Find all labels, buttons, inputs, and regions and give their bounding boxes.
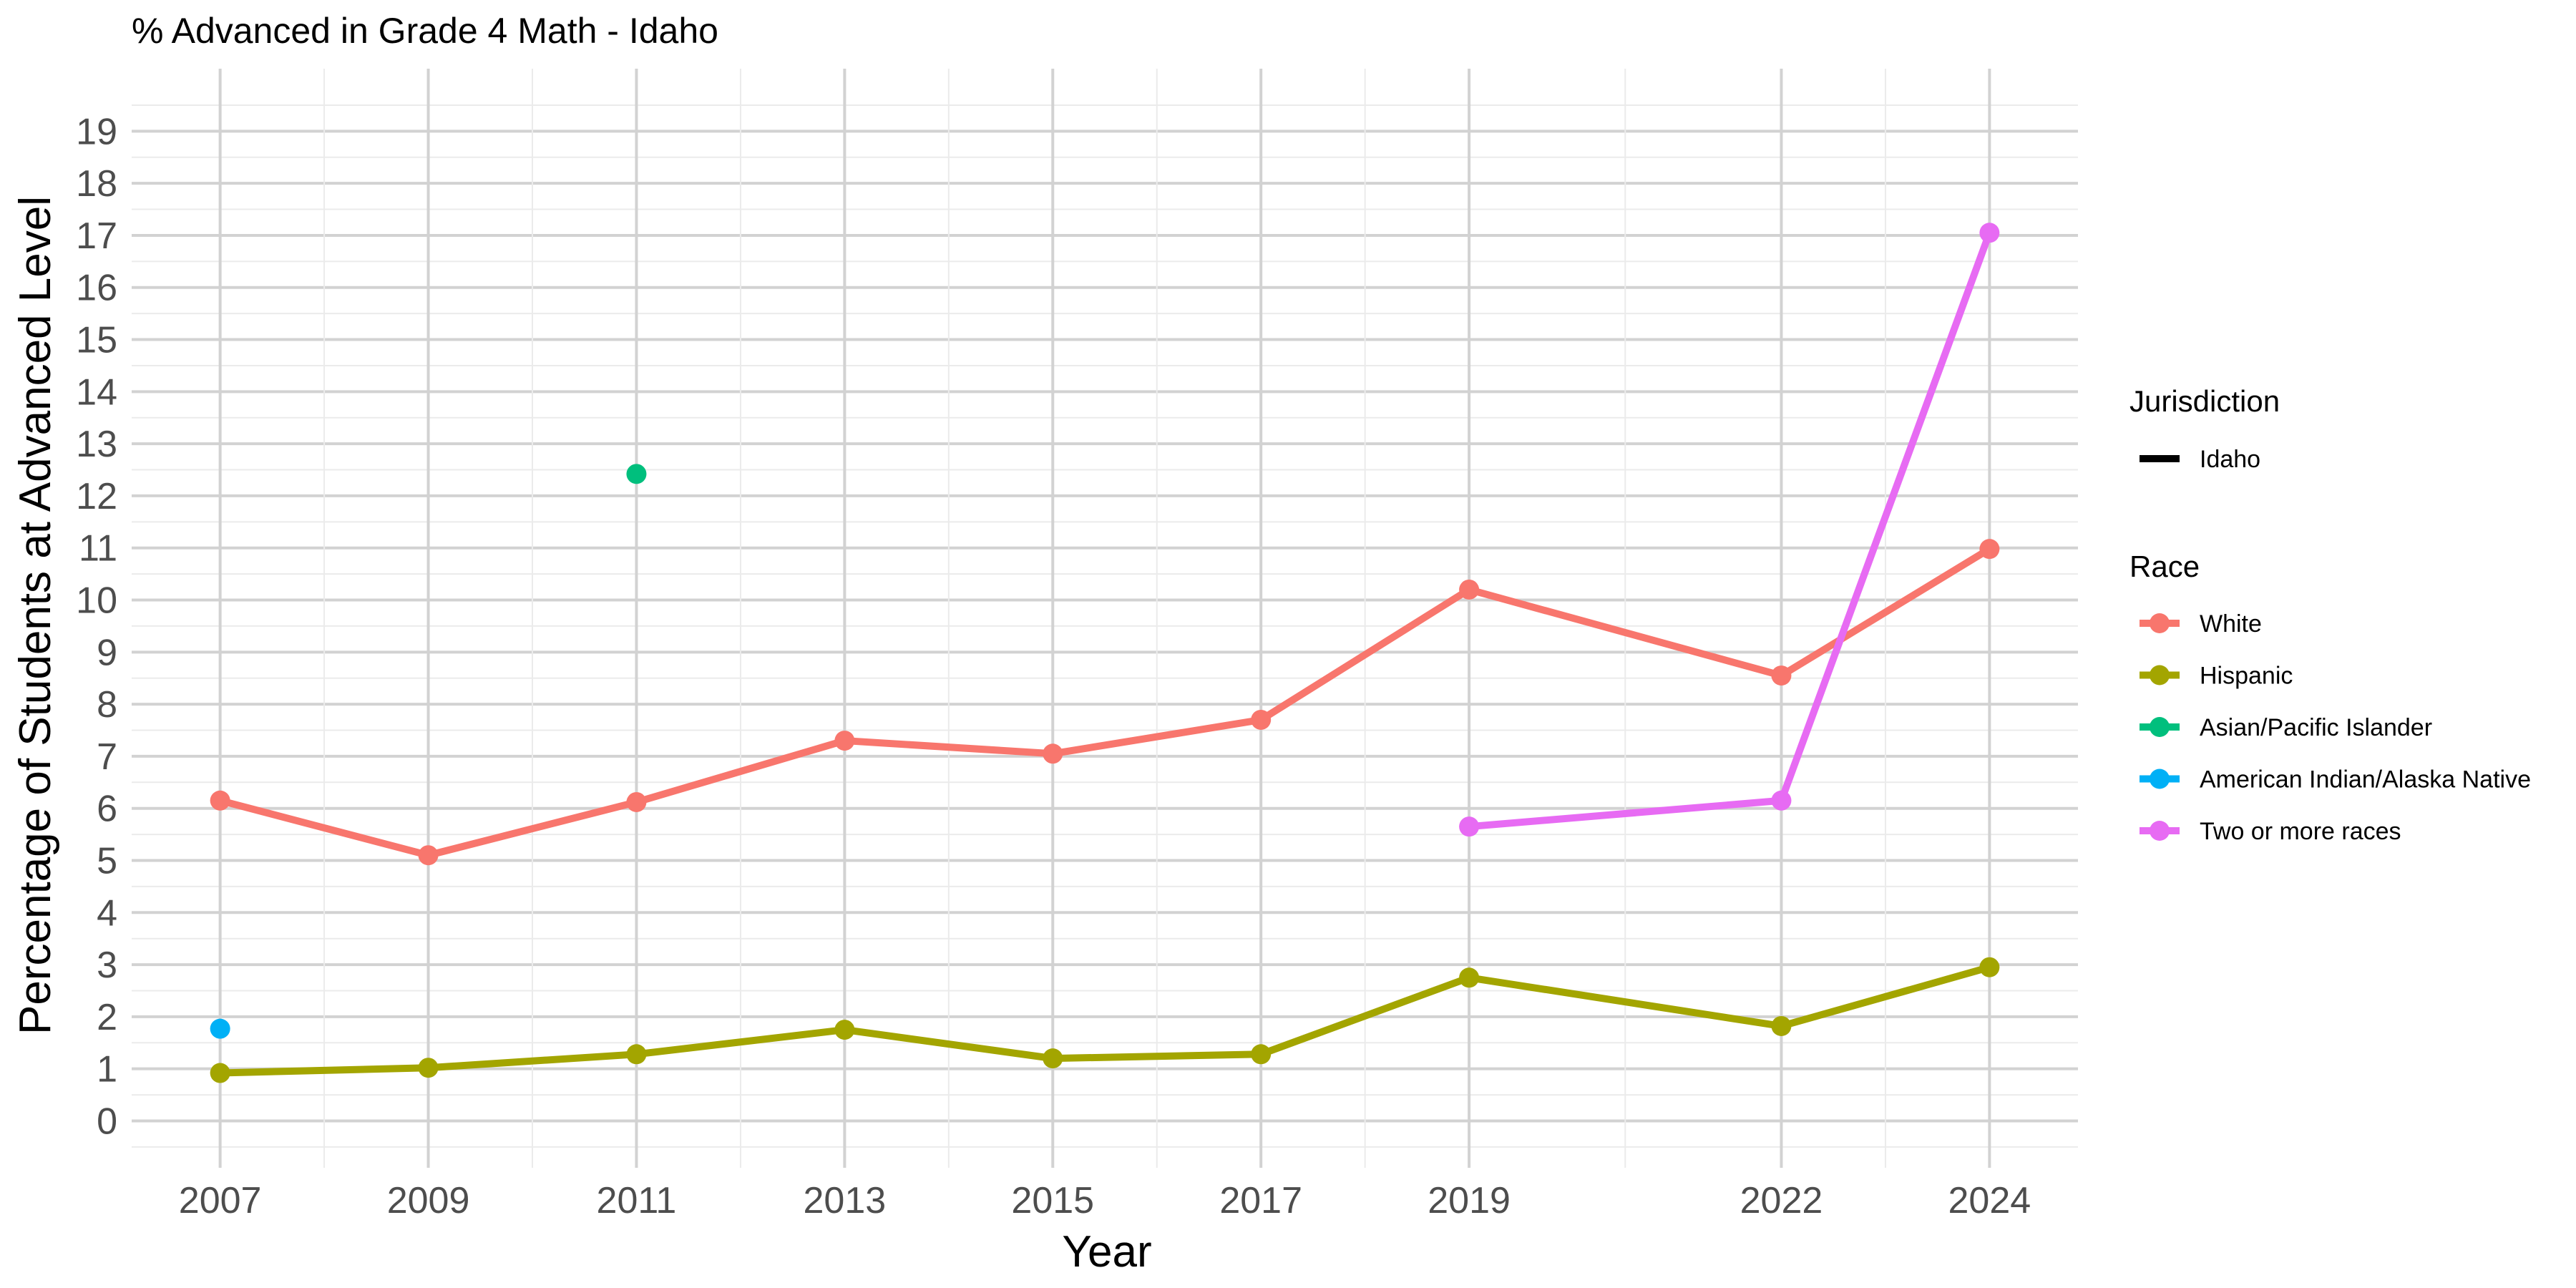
x-tick-label: 2024 <box>1948 1180 2031 1221</box>
x-tick-label: 2009 <box>387 1180 470 1221</box>
data-point <box>834 1020 855 1040</box>
legend-label: Idaho <box>2200 446 2260 473</box>
y-tick-label: 4 <box>97 892 117 934</box>
x-tick-label: 2007 <box>179 1180 262 1221</box>
x-tick-label: 2015 <box>1011 1180 1094 1221</box>
data-point <box>1771 790 1792 811</box>
legend: Jurisdiction Race Idaho White Hispanic Asia… <box>2129 384 2531 845</box>
data-point <box>1043 743 1063 764</box>
data-point <box>1771 665 1792 686</box>
x-tick-label: 2013 <box>804 1180 887 1221</box>
data-point <box>626 1044 647 1065</box>
series-american-indian-alaska-native <box>210 1018 230 1039</box>
legend-race-title: Race <box>2129 550 2200 583</box>
y-tick-label: 18 <box>76 163 117 205</box>
legend-label: White <box>2200 610 2262 638</box>
legend-key-point <box>2150 821 2170 841</box>
data-point <box>1043 1048 1063 1069</box>
y-tick-label: 12 <box>76 476 117 517</box>
x-tick-label: 2017 <box>1219 1180 1302 1221</box>
y-tick-label: 9 <box>97 632 117 673</box>
y-tick-label: 16 <box>76 268 117 309</box>
gridlines <box>132 69 2078 1168</box>
data-point <box>626 464 647 484</box>
data-point <box>1979 223 2000 243</box>
y-tick-label: 6 <box>97 789 117 830</box>
data-point <box>418 1058 439 1078</box>
y-tick-label: 0 <box>97 1101 117 1142</box>
y-axis-label: Percentage of Students at Advanced Level <box>11 196 60 1035</box>
y-tick-label: 14 <box>76 371 117 413</box>
legend-key-point <box>2150 769 2170 789</box>
y-tick-label: 5 <box>97 841 117 882</box>
legend-jurisdiction-title: Jurisdiction <box>2129 384 2280 418</box>
data-point <box>1979 957 2000 977</box>
data-point <box>1771 1015 1792 1036</box>
x-tick-label: 2022 <box>1740 1180 1823 1221</box>
y-tick-label: 7 <box>97 736 117 778</box>
y-tick-label: 8 <box>97 684 117 726</box>
y-tick-label: 15 <box>76 320 117 361</box>
series-hispanic <box>210 957 2000 1083</box>
y-tick-label: 10 <box>76 580 117 622</box>
legend-key-point <box>2150 665 2170 686</box>
series-white <box>210 539 2000 866</box>
data-point <box>626 791 647 812</box>
series-asian-pacific-islander <box>626 464 647 484</box>
x-tick-label: 2011 <box>597 1180 677 1221</box>
x-tick-label: 2019 <box>1428 1180 1511 1221</box>
data-point <box>1459 816 1480 837</box>
y-tick-label: 2 <box>97 997 117 1038</box>
data-point <box>210 1063 230 1083</box>
y-tick-label: 13 <box>76 424 117 465</box>
chart-title: % Advanced in Grade 4 Math - Idaho <box>132 11 718 51</box>
y-tick-label: 1 <box>97 1049 117 1091</box>
legend-label: American Indian/Alaska Native <box>2200 766 2531 794</box>
legend-label: Asian/Pacific Islander <box>2200 714 2432 741</box>
data-point <box>1251 709 1272 730</box>
data-point <box>1979 539 2000 560</box>
series-two-or-more-races <box>1459 223 2000 837</box>
data-point <box>1251 1044 1272 1065</box>
y-tick-label: 11 <box>79 528 117 570</box>
series-group <box>210 223 2000 1083</box>
data-point <box>1459 967 1480 988</box>
y-tick-label: 19 <box>76 111 117 152</box>
y-tick-label: 3 <box>97 945 117 986</box>
data-point <box>1459 579 1480 600</box>
y-tick-label: 17 <box>76 215 117 257</box>
data-point <box>210 790 230 811</box>
data-point <box>834 731 855 751</box>
x-axis-label: Year <box>1062 1227 1151 1277</box>
legend-label: Two or more races <box>2200 818 2401 845</box>
legend-key-point <box>2150 613 2170 633</box>
legend-key-point <box>2150 717 2170 737</box>
data-point <box>418 845 439 866</box>
legend-label: Hispanic <box>2200 663 2293 690</box>
data-point <box>210 1018 230 1039</box>
